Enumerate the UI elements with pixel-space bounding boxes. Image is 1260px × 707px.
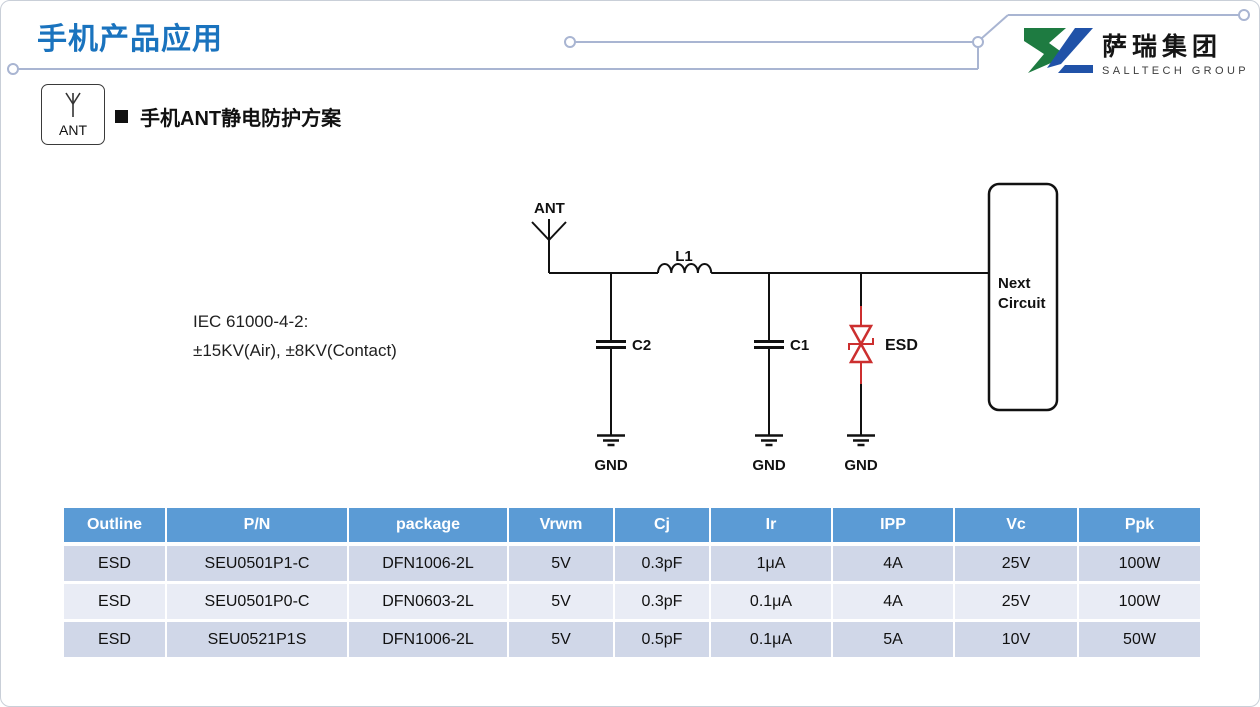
square-bullet-icon [115,110,128,123]
spec-table-head: Outline P/N package Vrwm Cj Ir IPP Vc Ppk [64,508,1202,546]
spec-table-body: ESD SEU0501P1-C DFN1006-2L 5V 0.3pF 1μA 4A 25V 1… [64,546,1202,660]
table-header-cell: Vrwm [509,508,615,546]
table-header-cell: Ppk [1079,508,1202,546]
table-cell: SEU0501P1-C [167,546,349,584]
table-row: ESD SEU0521P1S DFN1006-2L 5V 0.5pF 0.1μA 5A 10V… [64,622,1202,660]
ground-symbol [847,434,875,447]
table-header-cell: Vc [955,508,1079,546]
table-header-cell: IPP [833,508,955,546]
next-circuit-box [987,182,1059,412]
logo-mark-icon [1024,28,1093,73]
table-header-cell: Outline [64,508,167,546]
table-cell: ESD [64,584,167,622]
table-cell: 50W [1079,622,1202,660]
table-cell: 0.3pF [615,546,711,584]
table-cell: 25V [955,584,1079,622]
spec-table: Outline P/N package Vrwm Cj Ir IPP Vc Ppk ESD SEU… [64,508,1202,660]
table-cell: 25V [955,546,1079,584]
table-cell: 0.3pF [615,584,711,622]
table-cell: 5V [509,546,615,584]
section-heading-text: 手机ANT静电防护方案 [140,108,342,130]
esd-diode-symbol [848,273,874,435]
table-cell: 5V [509,584,615,622]
table-header-cell: package [349,508,509,546]
table-cell: DFN1006-2L [349,546,509,584]
table-cell: 1μA [711,546,833,584]
next-circuit-label-line1: Next [998,275,1031,292]
table-cell: DFN0603-2L [349,584,509,622]
table-cell: 10V [955,622,1079,660]
table-cell: 0.1μA [711,584,833,622]
inductor-label: L1 [675,248,693,265]
table-row: ESD SEU0501P1-C DFN1006-2L 5V 0.3pF 1μA 4A 25V 1… [64,546,1202,584]
circuit-diagram: ANT L1 C2 GND C1 [531,182,1059,474]
logo-name-cn: 萨瑞集团 [1102,33,1223,61]
table-cell: 0.1μA [711,622,833,660]
table-cell: 100W [1079,546,1202,584]
capacitor-c2-symbol [596,273,626,435]
capacitor-c1-symbol [754,273,784,435]
table-cell: 5V [509,622,615,660]
table-cell: ESD [64,546,167,584]
table-cell: SEU0501P0-C [167,584,349,622]
table-header-cell: Cj [615,508,711,546]
gnd-label: GND [752,457,786,474]
table-cell: ESD [64,622,167,660]
table-cell: DFN1006-2L [349,622,509,660]
table-row: ESD SEU0501P0-C DFN0603-2L 5V 0.3pF 0.1μA 4A 25… [64,584,1202,622]
logo-name-en: SALLTECH GROUP [1102,65,1250,77]
gnd-label: GND [594,457,628,474]
esd-label: ESD [885,337,918,354]
ground-symbol [755,434,783,447]
company-logo: 萨瑞集团 SALLTECH GROUP [1023,27,1249,77]
table-cell: 100W [1079,584,1202,622]
gnd-label: GND [844,457,878,474]
iec-note-line2: ±15KV(Air), ±8KV(Contact) [193,341,397,360]
cap1-label: C1 [790,337,809,354]
ant-label: ANT [534,200,565,217]
ant-badge-label: ANT [59,122,87,138]
page-title: 手机产品应用 [37,23,223,56]
ant-badge: ANT [41,84,105,145]
table-header-cell: P/N [167,508,349,546]
antenna-icon [65,92,81,117]
table-cell: 0.5pF [615,622,711,660]
ground-symbol [597,434,625,447]
iec-note-line1: IEC 61000-4-2: [193,312,309,331]
cap2-label: C2 [632,337,651,354]
table-cell: 4A [833,584,955,622]
next-circuit-label-line2: Circuit [998,295,1046,312]
table-cell: SEU0521P1S [167,622,349,660]
antenna-symbol [531,219,567,273]
table-cell: 5A [833,622,955,660]
iec-note: IEC 61000-4-2: ±15KV(Air), ±8KV(Contact) [193,307,397,365]
table-header-row: Outline P/N package Vrwm Cj Ir IPP Vc Ppk [64,508,1202,546]
inductor-symbol [657,263,713,274]
table-cell: 4A [833,546,955,584]
table-header-cell: Ir [711,508,833,546]
section-heading: 手机ANT静电防护方案 [115,102,341,131]
